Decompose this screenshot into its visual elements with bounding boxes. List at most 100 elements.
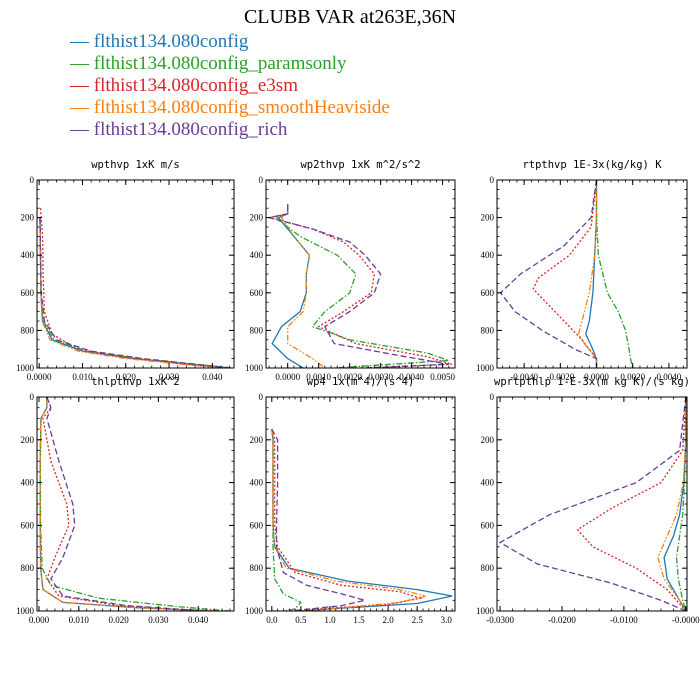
x-tick-label: -0.0200 [548,615,576,625]
series-line-0 [585,180,598,368]
series-line-2 [576,397,687,611]
y-tick-label: 600 [481,520,495,530]
y-tick-label: 800 [481,325,495,335]
x-tick-label: 0.020 [108,615,129,625]
figure-title: CLUBB VAR at263E,36N [243,6,457,28]
series-line-2 [271,428,423,611]
y-tick-label: 0 [490,175,495,185]
y-tick-label: 200 [21,435,35,445]
axes-frame [36,179,235,369]
x-tick-label: 0.020 [116,372,137,382]
y-tick-label: 1000 [245,363,264,373]
x-tick-label: 0.5 [295,615,307,625]
series-line-1 [273,204,450,368]
legend-label: flthist134.080config_smoothHeaviside [93,97,390,118]
y-tick-label: 600 [250,288,264,298]
series-line-1 [675,397,687,611]
legend-label: flthist134.080config_paramsonly [93,53,347,74]
series-line-2 [39,208,222,368]
x-tick-label: 0.000 [29,615,50,625]
series-line-0 [39,217,230,368]
y-tick-label: 400 [481,478,495,488]
panel-title: thlpthvp 1xK^2 [91,376,180,388]
y-tick-label: 1000 [16,606,35,616]
x-tick-label: 0.0 [266,615,278,625]
legend: — flthist134.080config — flthist134.080c… [70,31,390,141]
series-line-3 [280,204,326,368]
series-line-4 [268,204,449,368]
y-tick-label: 0 [259,392,264,402]
panel-5: wprtpthlp 1-E-3x(m kg K)/(s kg) 0 200 400 60… [476,376,700,625]
y-tick-label: 200 [250,435,264,445]
x-tick-label: 2.0 [382,615,394,625]
y-tick-label: 1000 [476,363,495,373]
x-tick-label: 0.010 [72,372,93,382]
panel-title: rtpthvp 1E-3x(kg/kg) K [522,159,662,171]
legend-entry-config: — flthist134.080config [70,31,249,52]
series-line-4 [499,180,598,368]
x-tick-label: -0.0020 [546,372,574,382]
panel-title: wp4 1x(m^4)/(s^4) [307,376,414,388]
x-tick-label: 0.0030 [368,372,393,382]
y-tick-label: 600 [21,288,35,298]
panel-title: wp2thvp 1xK m^2/s^2 [300,159,420,171]
series-line-3 [657,397,687,611]
x-tick-label: 0.010 [69,615,90,625]
x-tick-label: 0.0000 [584,372,609,382]
legend-label: flthist134.080config_e3sm [93,75,298,96]
x-tick-label: 1.5 [353,615,365,625]
x-tick-label: 0.0040 [657,372,682,382]
x-tick-label: 0.0020 [337,372,362,382]
legend-label: flthist134.080config [93,31,249,52]
y-tick-label: 200 [481,213,495,223]
series-line-1 [595,180,634,368]
x-tick-label: -0.0100 [610,615,638,625]
x-tick-label: 0.0050 [430,372,455,382]
x-tick-label: 3.0 [441,615,453,625]
y-tick-label: 200 [21,213,35,223]
y-tick-label: 0 [490,392,495,402]
y-tick-label: 0 [30,175,35,185]
legend-entry-paramsonly: — flthist134.080config_paramsonly [70,53,347,74]
y-tick-label: 600 [250,520,264,530]
y-tick-label: 400 [21,250,35,260]
y-tick-label: 800 [250,563,264,573]
series-line-4 [498,397,687,611]
x-tick-label: -0.0040 [510,372,538,382]
axes-frame [265,179,456,369]
axes-frame [496,396,688,612]
series-line-0 [271,204,311,368]
y-tick-label: 200 [250,213,264,223]
series-line-4 [271,428,366,611]
panel-1: wp2thvp 1xK m^2/s^2 0 200 400 600 800 1000 0.00… [245,159,456,382]
y-tick-label: 400 [481,250,495,260]
series-line-2 [42,397,199,611]
y-tick-label: 1000 [245,606,264,616]
y-tick-label: 800 [250,325,264,335]
y-tick-label: 800 [21,325,35,335]
x-tick-label: 1.0 [324,615,336,625]
y-tick-label: 0 [259,175,264,185]
y-tick-label: 400 [250,250,264,260]
y-tick-label: 400 [21,478,35,488]
x-tick-label: 0.030 [159,372,180,382]
panel-title: wprtpthlp 1-E-3x(m kg K)/(s kg) [494,376,690,388]
x-tick-label: 2.5 [412,615,424,625]
x-tick-label: 0.0020 [620,372,645,382]
x-tick-label: -0.0300 [486,615,514,625]
legend-entry-e3sm: — flthist134.080config_e3sm [70,75,298,96]
series-line-3 [577,180,598,368]
series-line-2 [532,180,598,368]
x-tick-label: 0.0000 [275,372,300,382]
y-tick-label: 1000 [16,363,35,373]
y-tick-label: 600 [481,288,495,298]
legend-entry-rich: — flthist134.080config_rich [70,119,288,140]
x-tick-label: 0.0040 [399,372,424,382]
y-tick-label: 800 [21,563,35,573]
y-tick-label: 600 [21,520,35,530]
y-tick-label: 1000 [476,606,495,616]
legend-label: flthist134.080config_rich [93,119,288,140]
